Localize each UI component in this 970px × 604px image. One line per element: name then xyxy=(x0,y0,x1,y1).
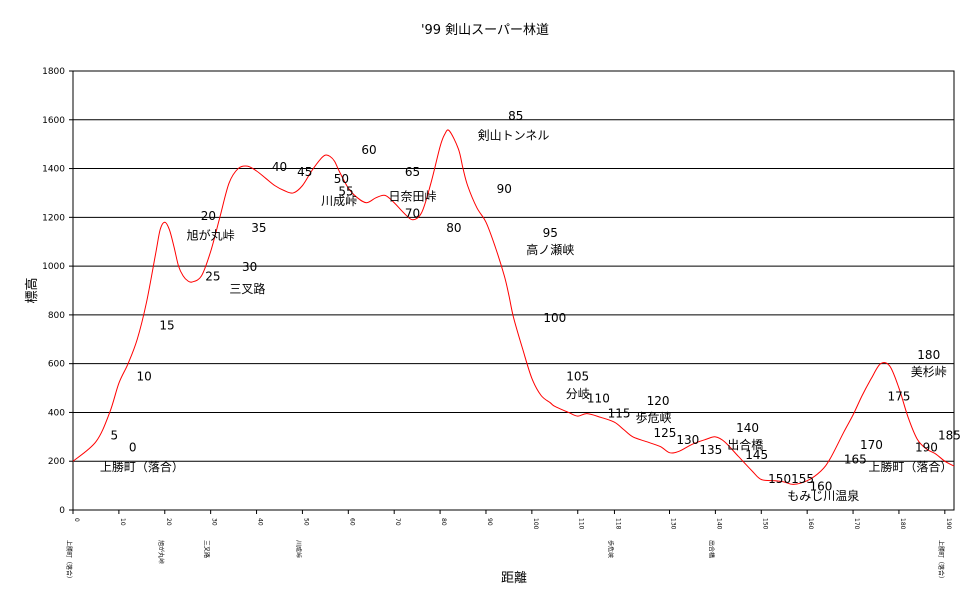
x-tick-sublabel: 上勝町（落合） xyxy=(937,540,945,582)
x-tick-sublabel: 旭が丸峠 xyxy=(157,540,165,564)
data-annotation: 45 xyxy=(297,165,312,179)
x-tick-label: 0 xyxy=(73,518,80,522)
y-tick-label: 200 xyxy=(48,457,65,467)
chart-title: '99 剣山スーパー林道 xyxy=(421,23,549,38)
data-annotation: 5 xyxy=(110,428,118,442)
x-tick-label: 100 xyxy=(532,518,539,530)
x-axis-title: 距離 xyxy=(501,571,527,586)
y-tick-label: 0 xyxy=(59,506,65,516)
x-tick-label: 20 xyxy=(165,518,172,526)
data-annotation: 120 xyxy=(647,394,670,408)
data-annotation: 剣山トンネル xyxy=(478,128,550,142)
x-tick-sublabel: 三叉路 xyxy=(203,540,211,558)
x-tick-sublabel: 歩危峡 xyxy=(606,540,614,558)
x-tick-label: 60 xyxy=(348,518,355,526)
x-tick-label: 140 xyxy=(715,518,722,530)
data-annotation: 145 xyxy=(745,448,768,462)
data-annotation: 50 xyxy=(334,172,349,186)
data-annotation: 35 xyxy=(251,221,266,235)
data-annotation: 川成峠 xyxy=(321,193,357,208)
elevation-series-line xyxy=(72,129,955,485)
data-annotation: 分岐 xyxy=(566,387,590,401)
data-annotation: 130 xyxy=(676,433,699,447)
data-annotation: 100 xyxy=(543,311,566,325)
data-annotation: 65 xyxy=(405,165,420,179)
data-annotation: 150 xyxy=(768,472,791,486)
x-axis-ticks: 0 上勝町（落合） 10 20 旭が丸峠 30 三叉路 40 50 川成峠 60 70 80 90 100 1… xyxy=(65,510,952,582)
data-annotation: 105 xyxy=(566,370,589,384)
data-annotation: 日奈田峠 xyxy=(389,188,437,203)
x-tick-label: 190 xyxy=(945,518,952,530)
data-annotation: 70 xyxy=(405,206,420,220)
x-tick-sublabel: 上勝町（落合） xyxy=(65,540,73,582)
data-annotation: 55 xyxy=(338,184,353,198)
x-tick-label: 130 xyxy=(670,518,677,530)
x-tick-label: 90 xyxy=(486,518,493,526)
y-tick-label: 1000 xyxy=(42,262,65,272)
x-tick-label: 170 xyxy=(853,518,860,530)
y-tick-label: 1800 xyxy=(42,67,65,77)
x-tick-label: 180 xyxy=(899,518,906,530)
plot-area-border xyxy=(72,70,955,511)
data-annotation: 80 xyxy=(446,221,461,235)
data-annotation: 155 xyxy=(791,472,814,486)
x-tick-label: 150 xyxy=(761,518,768,530)
data-annotation: 30 xyxy=(242,260,257,274)
data-annotation: 180 xyxy=(917,348,940,362)
data-annotation: 歩危峡 xyxy=(635,410,671,425)
data-annotation: 上勝町（落合） xyxy=(868,459,952,474)
x-tick-label: 30 xyxy=(211,518,218,526)
data-annotation: 90 xyxy=(497,182,512,196)
data-annotation: 95 xyxy=(543,226,558,240)
data-annotation: 110 xyxy=(587,392,610,406)
data-annotation: 185 xyxy=(938,428,961,442)
y-tick-label: 800 xyxy=(48,311,65,321)
y-tick-label: 1400 xyxy=(42,165,65,175)
data-annotation: 出合橋 xyxy=(727,437,763,452)
data-annotation: 40 xyxy=(272,160,287,174)
data-annotation: 三叉路 xyxy=(229,281,265,296)
data-annotation: 85 xyxy=(508,109,523,123)
y-tick-label: 600 xyxy=(48,360,65,370)
x-tick-label: 110 xyxy=(578,518,585,530)
data-annotation: 135 xyxy=(699,443,722,457)
x-tick-label: 40 xyxy=(257,518,264,526)
x-tick-label: 80 xyxy=(440,518,447,526)
x-tick-label: 50 xyxy=(302,518,309,526)
data-annotation: 175 xyxy=(887,389,910,403)
y-tick-label: 1200 xyxy=(42,213,65,223)
x-tick-label: 10 xyxy=(119,518,126,526)
x-tick-label: 118 xyxy=(614,518,621,530)
data-annotation: 高ノ瀬峡 xyxy=(526,242,574,257)
data-annotation: 165 xyxy=(844,453,867,467)
data-annotation: 125 xyxy=(653,426,676,440)
data-annotation: 0 xyxy=(129,440,137,454)
data-annotation: 上勝町（落合） xyxy=(100,459,184,474)
y-axis-title: 標高 xyxy=(24,277,40,303)
data-annotation: 25 xyxy=(205,270,220,284)
x-tick-label: 70 xyxy=(394,518,401,526)
x-tick-sublabel: 川成峠 xyxy=(294,540,302,558)
data-annotation: 10 xyxy=(136,370,151,384)
y-tick-label: 400 xyxy=(48,408,65,418)
data-annotation: 170 xyxy=(860,438,883,452)
y-tick-label: 1600 xyxy=(42,116,65,126)
data-annotation: 美杉峠 xyxy=(911,364,947,379)
x-tick-label: 160 xyxy=(807,518,814,530)
data-annotation: 60 xyxy=(361,143,376,157)
data-annotation: 140 xyxy=(736,421,759,435)
data-annotation: 160 xyxy=(809,479,832,493)
data-annotation: もみじ川温泉 xyxy=(787,489,859,503)
data-annotation: 115 xyxy=(608,406,631,420)
data-annotation: 旭が丸峠 xyxy=(187,227,235,242)
data-annotation: 190 xyxy=(915,440,938,454)
data-annotation: 15 xyxy=(159,319,174,333)
y-axis-ticks: 0 200 400 600 800 1000 1200 1400 1600 1800 xyxy=(42,67,73,516)
x-tick-sublabel: 出合橋 xyxy=(707,540,715,558)
data-annotation: 20 xyxy=(201,209,216,223)
